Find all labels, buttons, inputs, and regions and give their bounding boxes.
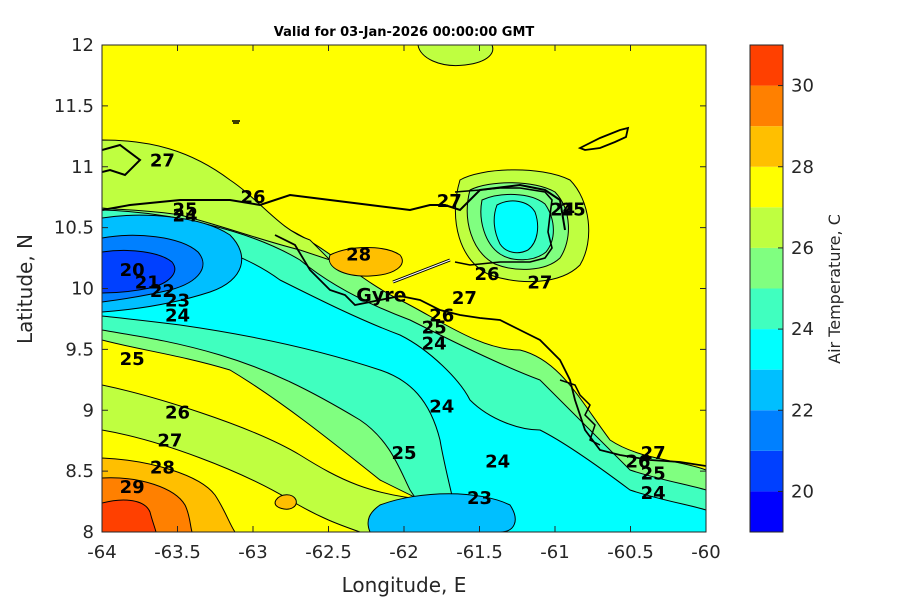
contour-label: 24 [173,205,198,226]
colorbar-swatch [750,166,783,208]
x-tick-label: -61.5 [456,542,503,563]
contour-label: 21 [135,272,160,293]
band-23-24 [102,229,706,532]
colorbar-swatch [750,410,783,451]
contour-label: 27 [452,288,477,309]
contour-label: 27 [150,151,175,172]
colorbar-tick-label: 30 [791,76,814,97]
y-tick-label: 11 [71,157,94,178]
colorbar-swatch [750,207,783,248]
colorbar-swatch [750,369,783,411]
x-tick-label: -60.5 [607,542,654,563]
x-tick-label: -62.5 [305,542,352,563]
x-tick-label: -63.5 [154,542,201,563]
contour-label: 25 [391,443,416,464]
x-axis-label: Longitude, E [342,573,467,597]
coastline-peninsula [102,143,142,177]
colorbar-tick-label: 26 [791,238,814,259]
x-tick-label: -61 [540,542,569,563]
contour-label: 26 [240,187,265,208]
contour-label: 25 [561,199,586,220]
y-tick-label: 12 [71,35,94,56]
contour-label: 26 [165,403,190,424]
band-30-31 [102,499,157,532]
y-tick-label: 8.5 [65,461,94,482]
y-tick-label: 10.5 [54,218,94,239]
colorbar-swatch [750,288,783,330]
colorbar-swatch [750,85,783,127]
contour-label: 22 [150,281,175,302]
band-23-24-island [493,200,539,254]
x-tick-label: -64 [87,542,116,563]
contour-label: 27 [437,191,462,212]
contour-label: 24 [550,199,575,220]
band-28-29-gulf [328,247,403,277]
contour-label: 23 [165,291,190,312]
contour-label: 25 [120,349,145,370]
coastline-pier-inner [392,259,451,283]
coastline-islet [232,120,240,124]
contour-label: 24 [641,483,666,504]
colorbar [750,45,783,532]
contour-label: 26 [626,451,651,472]
contour-label: 24 [422,333,447,354]
band-22-23-south [367,493,516,532]
colorbar-label: Air Temperature, C [825,214,844,364]
contour-label: 25 [641,464,666,485]
colorbar-tick-label: 24 [791,319,814,340]
coastline-island-north [577,126,630,151]
coastline-delta [559,379,601,446]
contour-label: 24 [485,451,510,472]
y-axis-ticks: 8 8.5 9 9.5 10 10.5 11 11.5 12 [54,35,706,543]
contour-label: 26 [475,264,500,285]
colorbar-tick-label: 22 [791,400,814,421]
contour-label: 27 [157,431,182,452]
contour-label: 24 [429,397,454,418]
colorbar-swatch [750,247,783,289]
colorbar-swatch [750,491,783,532]
contour-label: 27 [527,272,552,293]
band-26-27-top [417,45,494,67]
colorbar-frame [749,44,784,533]
contour-label: 28 [150,457,175,478]
contour-label: 24 [165,305,190,326]
y-axis-label: Latitude, N [13,234,37,344]
y-tick-label: 10 [71,279,94,300]
place-label-gyre: Gyre [356,285,406,307]
x-tick-label: -63 [238,542,267,563]
colorbar-swatch [750,126,783,167]
contour-label: 23 [467,488,492,509]
colorbar-tick-label: 28 [791,157,814,178]
y-tick-label: 9.5 [65,339,94,360]
colorbar-swatch [750,45,783,86]
colorbar-ticks: 20 22 24 26 28 30 [778,76,814,502]
contour-label: 20 [120,260,145,281]
y-tick-label: 8 [83,522,94,543]
colorbar-tick-label: 20 [791,481,814,502]
contour-label: 25 [422,317,447,338]
x-tick-label: -60 [691,542,720,563]
coastline-main [102,183,566,231]
y-tick-label: 11.5 [54,96,94,117]
contour-label: 25 [173,199,198,220]
contour-label: 29 [120,477,145,498]
y-tick-label: 9 [83,400,94,421]
colorbar-swatch [750,450,783,492]
chart-title: Valid for 03-Jan-2026 00:00:00 GMT [274,25,535,40]
contour-label: 28 [346,244,371,265]
colorbar-swatch [750,329,783,370]
x-axis-ticks: -64 -63.5 -63 -62.5 -62 -61.5 -61 -60.5 -60 [87,45,721,563]
contour-label: 27 [641,443,666,464]
coastline-paria [274,234,706,467]
coastline-trinidad [454,187,553,266]
band-20-21 [102,249,176,294]
contour-label: 26 [429,305,454,326]
band-28-29-south [274,494,297,510]
x-tick-label: -62 [389,542,418,563]
